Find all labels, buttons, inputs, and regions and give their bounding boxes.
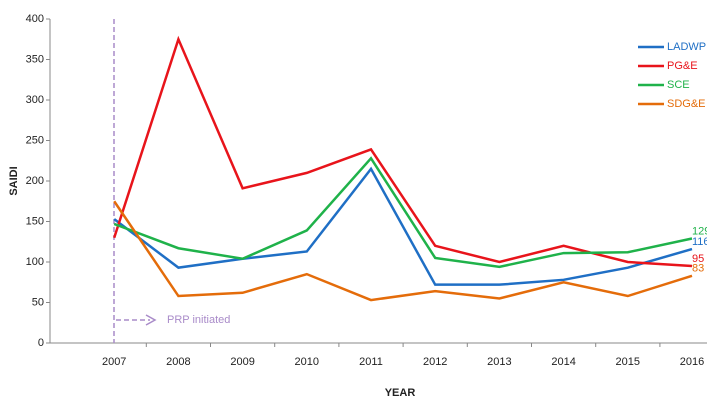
y-tick-label: 350 — [26, 53, 44, 65]
y-tick-label: 100 — [26, 256, 44, 268]
legend-label: LADWP — [667, 41, 706, 53]
x-tick-label: 2008 — [166, 356, 190, 368]
data-label: 95 — [692, 253, 704, 265]
annotation: PRP initiated — [167, 314, 230, 326]
x-tick-label: 2016 — [680, 356, 704, 368]
data-label: 116 — [692, 236, 707, 248]
x-tick-label: 2015 — [616, 356, 640, 368]
y-tick-label: 400 — [26, 13, 44, 25]
series-line — [113, 200, 693, 302]
legend-label: SDG&E — [667, 98, 706, 110]
data-label: 83 — [692, 263, 704, 275]
y-axis-label: SAIDI — [8, 166, 20, 195]
x-axis-label: YEAR — [385, 387, 416, 399]
y-tick-label: 0 — [38, 337, 44, 349]
legend-label: SCE — [667, 79, 690, 91]
data-label: 129 — [692, 225, 707, 237]
arrow-head — [145, 314, 157, 326]
series-line — [113, 35, 693, 268]
legend-label: PG&E — [667, 60, 698, 72]
x-tick-label: 2014 — [551, 356, 575, 368]
x-tick-label: 2009 — [230, 356, 254, 368]
y-tick-label: 300 — [26, 94, 44, 106]
y-tick-label: 200 — [26, 175, 44, 187]
series-line — [113, 166, 693, 286]
x-tick-label: 2010 — [295, 356, 319, 368]
y-tick-label: 50 — [32, 296, 44, 308]
x-tick-label: 2013 — [487, 356, 511, 368]
y-tick-label: 150 — [26, 215, 44, 227]
y-tick-label: 250 — [26, 134, 44, 146]
x-tick-label: 2011 — [359, 356, 383, 368]
x-tick-label: 2007 — [102, 356, 126, 368]
series-line — [113, 156, 693, 269]
x-tick-label: 2012 — [423, 356, 447, 368]
